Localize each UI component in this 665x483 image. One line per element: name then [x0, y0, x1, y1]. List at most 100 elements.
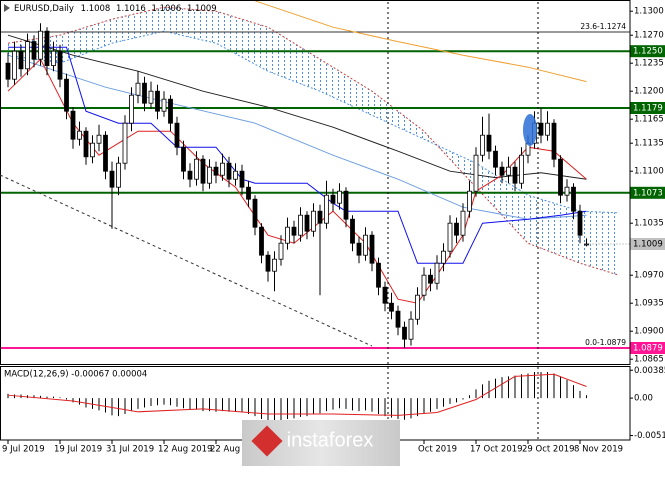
candle-body: [181, 146, 186, 172]
cloud-span-b: [7, 6, 620, 276]
cloud-span-a: [7, 30, 620, 214]
candle-body: [512, 166, 518, 184]
candle-body: [233, 170, 238, 180]
candle-body: [519, 154, 524, 184]
candle-body: [584, 243, 589, 246]
fib-label: 23.6-1.1274: [580, 22, 626, 31]
candle-body: [213, 166, 219, 176]
candle-body: [421, 274, 427, 296]
candle-body: [538, 122, 544, 136]
candle-body: [142, 82, 147, 104]
candle-body: [96, 134, 102, 144]
candle-body: [18, 50, 24, 70]
candle-body: [428, 274, 433, 284]
candle-body: [376, 262, 381, 288]
macd-signal: [7, 373, 587, 416]
candle-body: [259, 226, 264, 256]
candle-body: [161, 98, 167, 112]
axes: 1.1300 1.1270 1.1235 1.1200 1.1165 1.1135 1.11…: [2, 7, 665, 455]
watermark: instaforex: [242, 420, 400, 466]
candle-body: [350, 218, 355, 244]
candle-body: [454, 222, 459, 236]
header-low: 1.1006: [151, 4, 181, 14]
candle-body: [239, 170, 245, 188]
x-tick-label: 12 Aug 2019: [158, 445, 212, 455]
x-tick-label: 19 Jul 2019: [54, 445, 102, 455]
candle-body: [571, 186, 576, 212]
candle-body: [499, 166, 505, 176]
symbol: EURUSD,Daily: [14, 4, 74, 14]
candle-body: [311, 210, 316, 232]
candle-body: [298, 214, 303, 236]
x-tick-label: 29 Oct 2019: [522, 445, 575, 455]
candle-body: [5, 62, 11, 80]
candle-body: [83, 130, 89, 158]
last-price-label: 1.1009: [633, 240, 663, 250]
candle-body: [291, 226, 297, 236]
candle-body: [486, 134, 492, 152]
candle-body: [389, 302, 394, 312]
y-tick-label: 1.1270: [634, 31, 664, 41]
header-open: 1.1008: [81, 4, 111, 14]
candle-body: [31, 41, 37, 60]
indicator-line: [254, 0, 587, 83]
candle-body: [57, 50, 63, 80]
candle-body: [369, 234, 375, 264]
candle-body: [51, 50, 56, 67]
indicator-line: [7, 54, 587, 220]
candle-body: [363, 234, 368, 256]
candle-body: [116, 162, 121, 188]
candle-body: [434, 262, 440, 284]
level-tag: [630, 186, 665, 199]
y-tick-label: 1.1165: [634, 115, 664, 125]
y-tick-label: 1.1100: [634, 167, 664, 177]
candle-body: [324, 194, 329, 224]
watermark-text: instaforex: [287, 429, 374, 451]
candle-body: [441, 250, 446, 264]
cloud-fill: [8, 7, 619, 276]
candle-body: [200, 158, 206, 184]
level-label: 1.0879: [633, 344, 663, 354]
candle-body: [265, 254, 271, 272]
candle-body: [564, 186, 570, 196]
candle-body: [135, 82, 141, 96]
highlight-ellipse: [523, 114, 537, 146]
candle-body: [155, 90, 160, 112]
candle-body: [103, 134, 108, 172]
candle-body: [246, 186, 251, 200]
y-tick-label: 1.0865: [634, 355, 664, 365]
level-tag: [630, 102, 665, 114]
candle-body: [168, 98, 173, 124]
candle-body: [343, 190, 349, 220]
candle-body: [415, 294, 420, 320]
header: EURUSD,Daily 1.1008 1.1016 1.1006 1.1009: [14, 4, 217, 14]
candle-body: [317, 210, 323, 224]
candle-body: [545, 122, 550, 136]
last-price-tag: [630, 238, 665, 250]
candle-body: [64, 78, 69, 112]
fib-label: 0.0-1.0879: [585, 338, 626, 347]
candle-body: [285, 226, 290, 244]
y-tick-label: 1.0970: [634, 271, 664, 281]
candle-body: [122, 122, 128, 164]
price-pane: 23.6-1.1274 0.0-1.0879: [0, 0, 630, 349]
indicator-line: [8, 46, 587, 264]
candle-body: [252, 198, 258, 228]
candle-body: [330, 194, 336, 204]
candle-body: [447, 222, 453, 252]
macd-y-tick-label: -0.00518: [634, 431, 665, 441]
level-label: 1.1179: [633, 104, 663, 114]
y-tick-label: 1.1300: [634, 7, 664, 17]
y-tick-label: 1.0935: [634, 299, 664, 309]
candle-body: [506, 166, 511, 176]
candle-body: [148, 90, 154, 104]
header-icon: [4, 4, 10, 12]
x-tick-label: 31 Jul 2019: [106, 445, 154, 455]
macd-title: MACD(12,26,9) -0.00067 0.00004: [4, 370, 147, 380]
candle-body: [44, 30, 50, 67]
header-high: 1.1016: [116, 4, 146, 14]
candle-body: [77, 130, 82, 140]
candle-body: [194, 158, 199, 180]
level-tag: [630, 45, 665, 58]
